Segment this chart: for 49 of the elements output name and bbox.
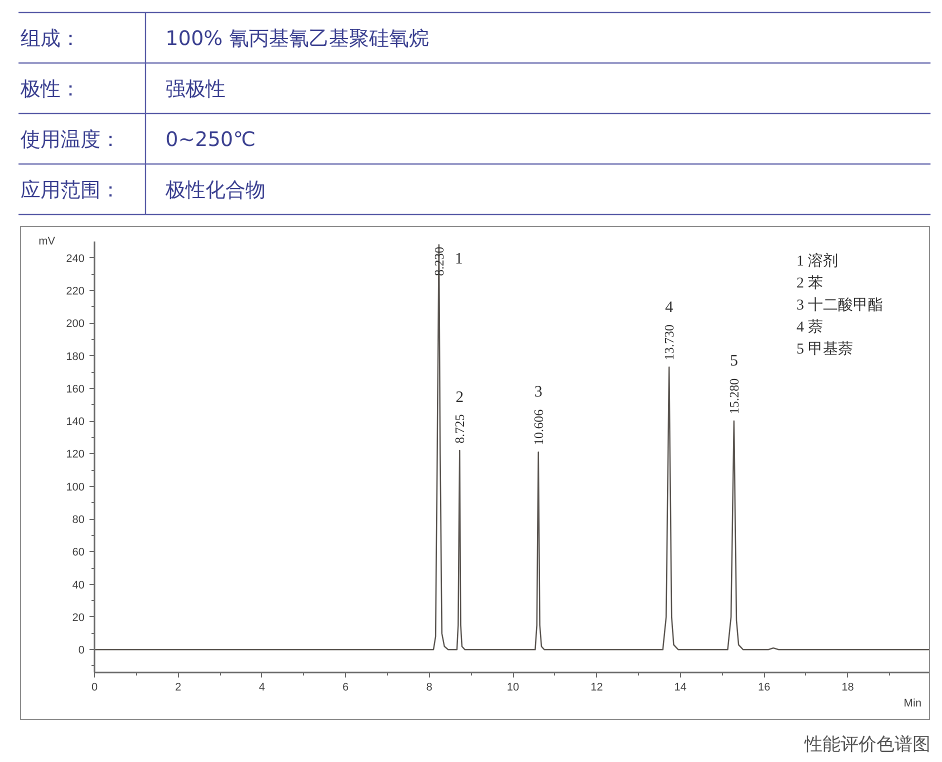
annotation: 8.725 <box>452 414 468 444</box>
text: 性能评价色谱图 <box>804 734 930 755</box>
annotation: 2 苯 <box>796 274 823 292</box>
x-tick-label: 8 <box>426 682 432 694</box>
annotation: 10.606 <box>530 408 546 446</box>
annotation: 1 <box>454 250 463 268</box>
y-tick-label: 240 <box>66 252 85 265</box>
text: 强极性 <box>166 76 226 100</box>
annotation: 1 溶剂 <box>796 252 838 270</box>
annotation: 3 <box>534 384 542 401</box>
y-axis-title: mV <box>38 236 56 248</box>
x-tick-label: 2 <box>175 682 182 694</box>
y-tick-label: 140 <box>66 416 85 428</box>
x-tick-label: 6 <box>342 682 349 694</box>
annotation: 4 萘 <box>796 318 823 336</box>
text: 100% 氰丙基氰乙基聚硅氧烷 <box>166 26 430 50</box>
x-tick-label: 16 <box>758 682 770 694</box>
annotation: 4 <box>665 298 674 316</box>
text: 应用范围： <box>20 177 120 202</box>
annotation: 5 <box>730 352 738 370</box>
y-tick-label: 120 <box>66 448 85 461</box>
x-tick-label: 12 <box>590 682 603 694</box>
y-tick-label: 100 <box>66 481 85 494</box>
annotation: 13.730 <box>662 324 677 360</box>
x-axis-title: Min <box>904 698 922 710</box>
annotation: 2 <box>456 389 464 406</box>
text: 极性： <box>20 76 80 100</box>
y-tick-label: 20 <box>72 612 85 624</box>
x-tick-label: 0 <box>91 682 98 694</box>
y-tick-label: 160 <box>66 383 85 396</box>
x-tick-label: 18 <box>842 682 854 694</box>
annotation: 3 十二酸甲酯 <box>796 296 883 314</box>
text: 组成： <box>20 26 80 50</box>
y-tick-label: 60 <box>72 546 85 559</box>
annotation: 8.230 <box>431 246 446 276</box>
text: 0~250℃ <box>166 126 256 151</box>
y-tick-label: 40 <box>72 579 85 592</box>
x-tick-label: 4 <box>258 682 265 694</box>
x-tick-label: 10 <box>506 682 520 694</box>
text: 使用温度： <box>20 126 120 151</box>
annotation: 5 甲基萘 <box>796 340 853 358</box>
text: 极性化合物 <box>164 177 266 202</box>
annotation: 15.280 <box>726 378 742 414</box>
x-tick-label: 14 <box>674 682 687 694</box>
y-tick-label: 0 <box>78 644 85 657</box>
y-tick-label: 80 <box>72 514 85 526</box>
y-tick-label: 200 <box>66 318 85 330</box>
y-tick-label: 220 <box>66 285 85 298</box>
y-tick-label: 180 <box>66 350 85 363</box>
